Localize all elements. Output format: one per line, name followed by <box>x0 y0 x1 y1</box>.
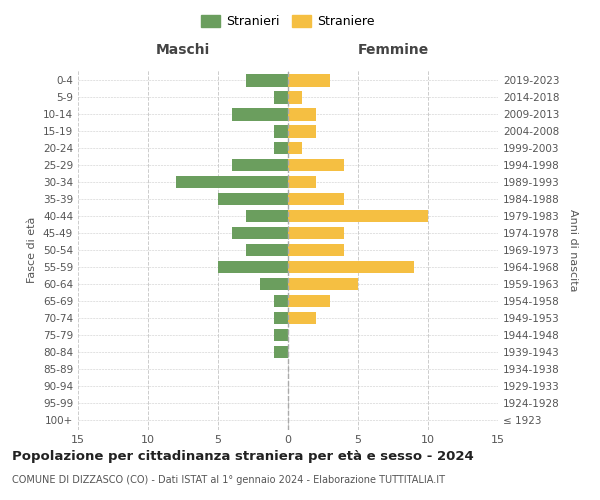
Bar <box>176 176 288 188</box>
Y-axis label: Fasce di età: Fasce di età <box>28 217 37 283</box>
Bar <box>232 158 288 172</box>
Bar <box>218 260 288 274</box>
Bar <box>274 125 288 138</box>
Bar <box>274 346 288 358</box>
Bar <box>288 91 302 104</box>
Bar <box>218 192 288 205</box>
Bar <box>288 244 344 256</box>
Text: Popolazione per cittadinanza straniera per età e sesso - 2024: Popolazione per cittadinanza straniera p… <box>12 450 474 463</box>
Bar <box>288 226 344 239</box>
Bar <box>288 294 330 308</box>
Bar <box>246 74 288 86</box>
Bar <box>260 278 288 290</box>
Bar <box>274 294 288 308</box>
Bar <box>274 142 288 154</box>
Text: COMUNE DI DIZZASCO (CO) - Dati ISTAT al 1° gennaio 2024 - Elaborazione TUTTITALI: COMUNE DI DIZZASCO (CO) - Dati ISTAT al … <box>12 475 445 485</box>
Bar <box>246 244 288 256</box>
Text: Femmine: Femmine <box>358 44 428 58</box>
Bar <box>288 158 344 172</box>
Bar <box>288 260 414 274</box>
Bar <box>232 108 288 120</box>
Bar <box>288 192 344 205</box>
Legend: Stranieri, Straniere: Stranieri, Straniere <box>197 12 379 32</box>
Bar <box>288 74 330 86</box>
Bar <box>288 278 358 290</box>
Bar <box>274 328 288 342</box>
Text: Maschi: Maschi <box>156 44 210 58</box>
Bar <box>232 226 288 239</box>
Bar <box>246 210 288 222</box>
Bar <box>288 125 316 138</box>
Bar <box>288 312 316 324</box>
Bar <box>288 108 316 120</box>
Bar <box>274 91 288 104</box>
Y-axis label: Anni di nascita: Anni di nascita <box>568 209 578 291</box>
Bar <box>288 176 316 188</box>
Bar <box>288 142 302 154</box>
Bar <box>288 210 428 222</box>
Bar <box>274 312 288 324</box>
